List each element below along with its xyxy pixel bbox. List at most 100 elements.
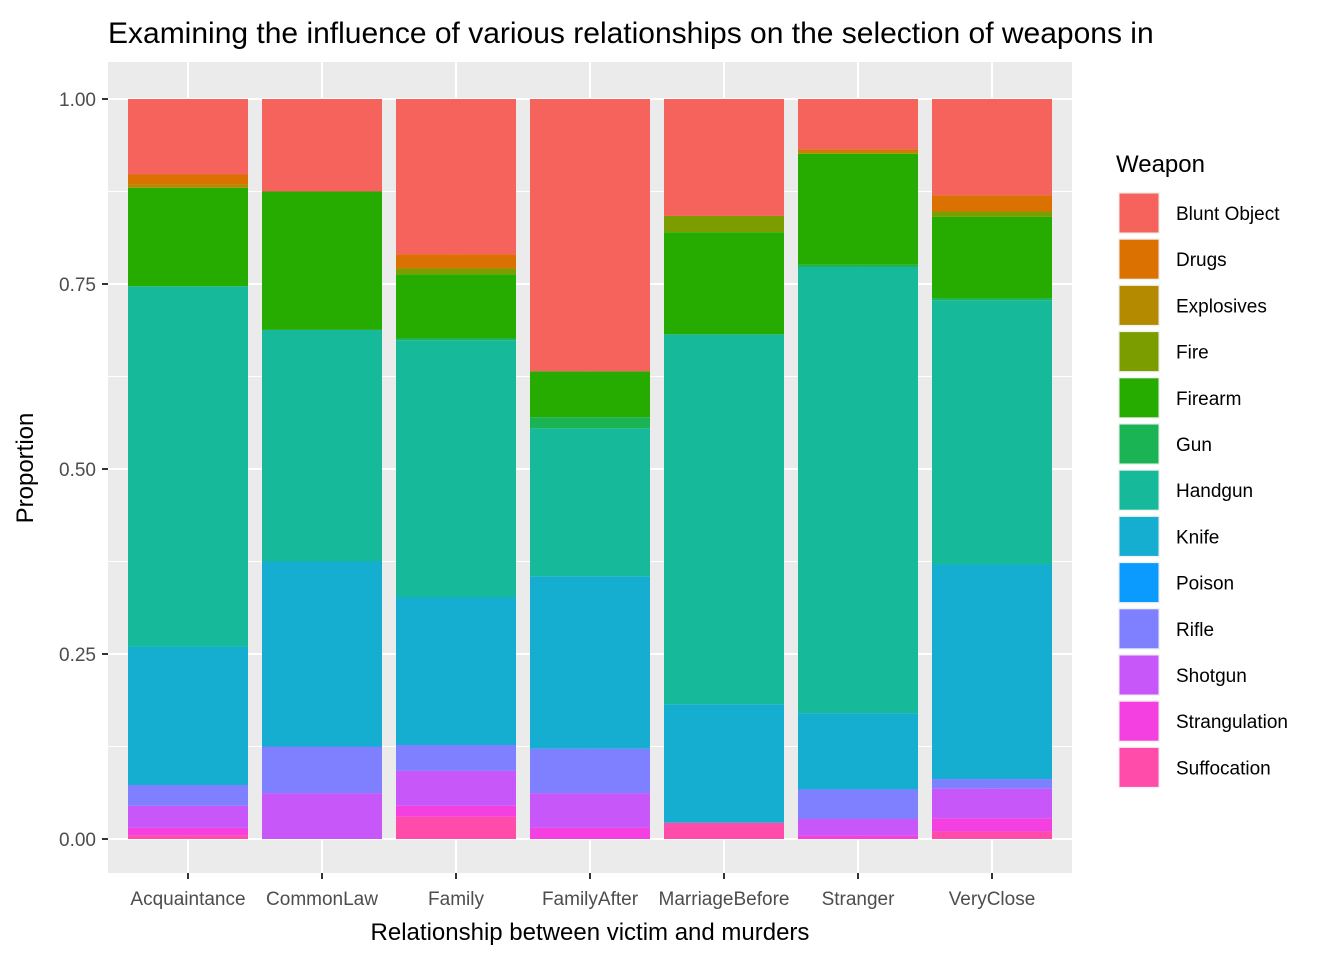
- legend-label: Rifle: [1176, 620, 1214, 641]
- bar-segment-veryclose-gun: [932, 298, 1052, 301]
- bar-segment-familyafter-rifle: [530, 748, 650, 794]
- legend-swatch-handgun: [1119, 470, 1159, 510]
- bar-segment-marriagebefore-fire: [664, 215, 784, 233]
- bar-segment-veryclose-strangulation: [932, 818, 1052, 832]
- bar-segment-familyafter-gun: [530, 417, 650, 429]
- legend-swatch-fire: [1119, 332, 1159, 372]
- bar-segment-veryclose-firearm: [932, 216, 1052, 299]
- bar-segment-stranger-blunt-object: [798, 99, 918, 150]
- y-axis-title: Proportion: [12, 413, 39, 524]
- bar-segment-acquaintance-explosives: [128, 184, 248, 188]
- bar-segment-acquaintance-firearm: [128, 187, 248, 287]
- bar-segment-acquaintance-handgun: [128, 286, 248, 647]
- bar-segment-family-suffocation: [396, 816, 516, 839]
- bar-segment-acquaintance-rifle: [128, 784, 248, 806]
- x-tick-label-stranger: Stranger: [822, 889, 896, 910]
- legend-label: Drugs: [1176, 250, 1227, 271]
- bar-segment-family-rifle: [396, 745, 516, 771]
- bar-segment-familyafter-blunt-object: [530, 99, 650, 372]
- bar-segment-marriagebefore-handgun: [664, 334, 784, 705]
- x-tick-label-acquaintance: Acquaintance: [130, 889, 245, 910]
- y-axis: 0.00 0.25 0.50 0.75 1.00: [59, 90, 108, 851]
- x-tick-label-commonlaw: CommonLaw: [266, 889, 378, 910]
- bar-segment-commonlaw-knife: [262, 561, 382, 747]
- bar-segment-commonlaw-handgun: [262, 329, 382, 562]
- legend-label: Suffocation: [1176, 758, 1271, 779]
- x-tick-label-family: Family: [428, 889, 484, 910]
- legend-swatch-rifle: [1119, 609, 1159, 649]
- bar-segment-stranger-drugs: [798, 149, 918, 152]
- bar-segment-familyafter-handgun: [530, 428, 650, 577]
- x-axis-title: Relationship between victim and murders: [371, 919, 810, 946]
- bar-segment-family-drugs: [396, 254, 516, 269]
- bar-segment-commonlaw-blunt-object: [262, 99, 382, 192]
- legend-label: Blunt Object: [1176, 204, 1280, 225]
- x-tick-label-familyafter: FamilyAfter: [542, 889, 639, 910]
- bar-segment-stranger-strangulation: [798, 835, 918, 839]
- legend-swatch-knife: [1119, 516, 1159, 556]
- bar-segment-veryclose-drugs: [932, 195, 1052, 212]
- bar-segment-commonlaw-shotgun: [262, 793, 382, 839]
- bar-segment-marriagebefore-knife: [664, 704, 784, 823]
- bar-segment-commonlaw-firearm: [262, 191, 382, 330]
- y-tick-label: 1.00: [59, 90, 96, 111]
- legend-swatch-drugs: [1119, 239, 1159, 279]
- y-tick-label: 0.00: [59, 830, 96, 851]
- legend-label: Gun: [1176, 435, 1212, 456]
- legend-label: Knife: [1176, 527, 1219, 548]
- bar-segment-family-blunt-object: [396, 99, 516, 255]
- bar-segment-familyafter-strangulation: [530, 827, 650, 839]
- bar-segment-family-strangulation: [396, 805, 516, 817]
- bar-segment-familyafter-shotgun: [530, 793, 650, 828]
- bar-segment-acquaintance-suffocation: [128, 835, 248, 839]
- bars: [128, 99, 1052, 839]
- legend-swatch-suffocation: [1119, 747, 1159, 787]
- legend-label: Firearm: [1176, 389, 1241, 410]
- bar-segment-stranger-handgun: [798, 266, 918, 714]
- bar-segment-family-firearm: [396, 274, 516, 339]
- bar-segment-acquaintance-drugs: [128, 174, 248, 185]
- bar-segment-stranger-rifle: [798, 789, 918, 820]
- bar-segment-familyafter-knife: [530, 576, 650, 749]
- chart-title: Examining the influence of various relat…: [108, 17, 1154, 50]
- bar-segment-veryclose-shotgun: [932, 788, 1052, 819]
- x-axis: Acquaintance CommonLaw Family FamilyAfter Ma…: [130, 873, 1035, 910]
- legend-swatch-poison: [1119, 563, 1159, 603]
- bar-segment-family-gun: [396, 338, 516, 341]
- bar-segment-acquaintance-knife: [128, 646, 248, 785]
- bar-segment-stranger-explosives: [798, 151, 918, 154]
- bar-segment-marriagebefore-blunt-object: [664, 99, 784, 216]
- legend-swatch-shotgun: [1119, 655, 1159, 695]
- bar-segment-veryclose-suffocation: [932, 831, 1052, 839]
- bar-segment-acquaintance-blunt-object: [128, 99, 248, 175]
- legend-label: Explosives: [1176, 296, 1267, 317]
- bar-segment-veryclose-fire: [932, 211, 1052, 217]
- legend-swatch-strangulation: [1119, 701, 1159, 741]
- legend-label: Poison: [1176, 574, 1234, 595]
- bar-segment-acquaintance-strangulation: [128, 827, 248, 836]
- x-tick-label-marriagebefore: MarriageBefore: [659, 889, 790, 910]
- legend: Weapon Blunt Object Drugs Explosives Fire Fi…: [1116, 151, 1288, 789]
- legend-swatch-gun: [1119, 424, 1159, 464]
- legend-swatch-firearm: [1119, 378, 1159, 418]
- bar-segment-stranger-firearm: [798, 153, 918, 265]
- legend-label: Strangulation: [1176, 712, 1288, 733]
- y-tick-label: 0.50: [59, 460, 96, 481]
- bar-segment-marriagebefore-firearm: [664, 232, 784, 335]
- bar-segment-familyafter-firearm: [530, 371, 650, 418]
- bar-segment-commonlaw-rifle: [262, 746, 382, 794]
- y-tick-label: 0.25: [59, 645, 96, 666]
- legend-swatch-blunt-object: [1119, 193, 1159, 233]
- legend-swatch-explosives: [1119, 285, 1159, 325]
- legend-label: Handgun: [1176, 481, 1253, 502]
- legend-label: Fire: [1176, 343, 1209, 364]
- bar-segment-family-fire: [396, 268, 516, 275]
- legend-title: Weapon: [1116, 151, 1205, 178]
- bar-segment-marriagebefore-suffocation: [664, 822, 784, 839]
- y-tick-label: 0.75: [59, 275, 96, 296]
- x-tick-label-veryclose: VeryClose: [949, 889, 1036, 910]
- bar-segment-acquaintance-shotgun: [128, 805, 248, 828]
- bar-segment-veryclose-blunt-object: [932, 99, 1052, 196]
- bar-segment-veryclose-rifle: [932, 779, 1052, 789]
